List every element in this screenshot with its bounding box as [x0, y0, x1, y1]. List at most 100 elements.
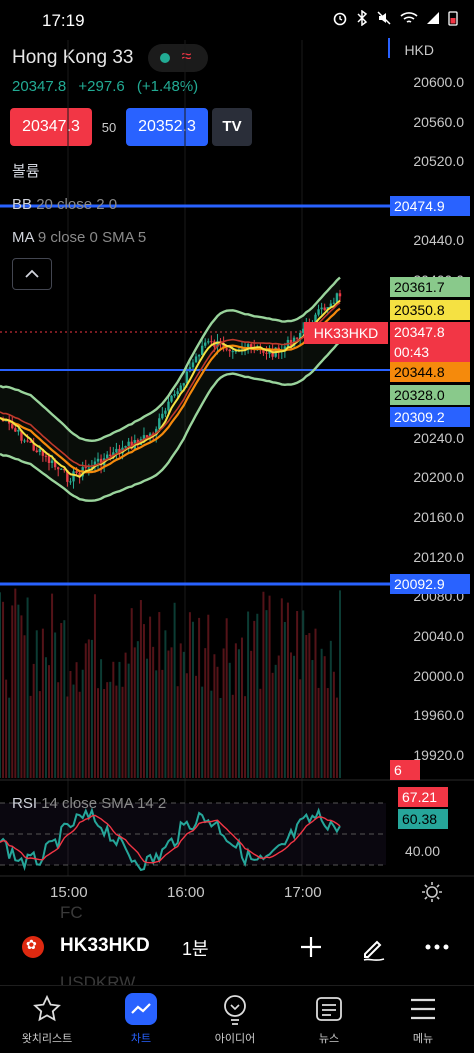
volume-bar — [146, 658, 149, 778]
symbol-header[interactable]: Hong Kong 33 ≈ — [12, 44, 208, 72]
candle-body — [262, 349, 265, 353]
volume-bar — [204, 648, 207, 778]
volume-bar — [63, 620, 66, 778]
volume-bar — [26, 597, 29, 778]
volume-bar — [109, 681, 112, 778]
add-indicator-button[interactable] — [298, 934, 324, 965]
candle-body — [231, 351, 234, 353]
bb-fill — [0, 277, 340, 501]
volume-bar — [84, 643, 87, 778]
volume-bar — [329, 640, 332, 778]
bulb-icon — [224, 995, 246, 1025]
tab-news[interactable]: 뉴스 — [282, 992, 376, 1046]
volume-bar — [158, 612, 161, 778]
candle-body — [26, 440, 29, 442]
settings-icon[interactable] — [420, 880, 444, 909]
candle-body — [246, 344, 250, 350]
bb-basis-tag: 20344.8 — [390, 362, 470, 382]
candle-body — [335, 293, 339, 303]
volume-bar — [317, 687, 320, 778]
ma-tag: 20350.8 — [390, 300, 470, 320]
candle-body — [124, 446, 127, 448]
volume-bar — [268, 595, 271, 778]
battery-icon — [448, 11, 458, 26]
status-bar: 17:19 — [0, 0, 474, 40]
tab-watchlist-label: 왓치리스트 — [21, 1033, 73, 1045]
interval-selector[interactable]: 1분 — [182, 939, 209, 959]
volume-bar — [213, 654, 216, 778]
price-axis-tick: 20560.0 — [413, 113, 464, 130]
price-axis-tick: 20520.0 — [413, 153, 464, 170]
last-price-value: 20347.8 — [394, 324, 445, 340]
volume-bar — [222, 648, 225, 778]
volume-bar — [35, 630, 38, 778]
price-chart[interactable] — [0, 0, 474, 900]
signal-icon — [427, 12, 439, 24]
tab-ideas[interactable]: 아이디어 — [188, 992, 282, 1046]
volume-bar — [339, 590, 341, 778]
price-summary: 20347.8 +297.6 (+1.48%) — [12, 78, 206, 95]
symbol-ticker[interactable]: HK33HKD — [60, 935, 150, 956]
volume-bar — [253, 620, 256, 778]
bar-countdown: 00:43 — [394, 344, 430, 360]
volume-bar — [136, 641, 139, 778]
candle-body — [338, 293, 342, 297]
rsi-legend[interactable]: RSI 14 close SMA 14 2 — [12, 795, 166, 812]
volume-bar — [97, 688, 100, 778]
chevron-up-icon — [25, 269, 39, 278]
candle-body — [69, 481, 72, 483]
volume-bar — [173, 602, 176, 778]
volume-bar — [191, 621, 194, 778]
volume-bar — [41, 628, 44, 778]
volume-legend[interactable]: 볼륨 — [12, 163, 40, 180]
volume-bar — [130, 608, 133, 778]
volume-bar — [133, 647, 136, 778]
candle-body — [225, 348, 228, 350]
candle-body — [20, 430, 23, 441]
volume-bar — [112, 661, 115, 778]
price-axis-tick: 20200.0 — [413, 469, 464, 486]
volume-bar — [127, 663, 130, 778]
tab-chart[interactable]: 차트 — [94, 992, 188, 1046]
candle-body — [87, 467, 91, 469]
volume-bar — [164, 630, 167, 778]
bottom-tab-bar: 왓치리스트 차트 아이디어 뉴스 메뉴 — [0, 985, 474, 1053]
candle-body — [216, 341, 219, 347]
symbol-toolbar: HK33HKD 1분 — [0, 922, 474, 978]
drawing-tools-button[interactable] — [360, 934, 388, 967]
bb-lower-tag-a: 20328.0 — [390, 385, 470, 405]
volume-bar — [118, 661, 121, 778]
candle-body — [194, 356, 198, 363]
candle-body — [11, 423, 14, 429]
tab-menu[interactable]: 메뉴 — [376, 992, 470, 1046]
candle-body — [170, 395, 173, 402]
volume-bar — [32, 663, 35, 778]
ma-legend[interactable]: MA 9 close 0 SMA 5 — [12, 229, 146, 246]
volume-bar — [311, 660, 314, 778]
volume-bar — [69, 671, 72, 778]
volume-bar — [265, 610, 268, 778]
buy-button[interactable]: 20352.3 — [126, 108, 208, 146]
candle-body — [23, 440, 26, 442]
price-axis-tick: 19960.0 — [413, 707, 464, 724]
tradingview-logo-button[interactable]: TV — [212, 108, 252, 146]
bb-upper-tag: 20361.7 — [390, 277, 470, 297]
tab-watchlist[interactable]: 왓치리스트 — [0, 992, 94, 1046]
candle-body — [298, 332, 302, 339]
price-change-pct: (+1.48%) — [136, 78, 199, 95]
candle-body — [191, 362, 195, 368]
volume-bar — [182, 651, 185, 778]
symbol-title[interactable]: Hong Kong 33 — [12, 47, 134, 68]
tab-menu-label: 메뉴 — [412, 1033, 434, 1045]
candle-body — [200, 345, 204, 356]
price-axis-tick: 20040.0 — [413, 627, 464, 644]
bb-legend[interactable]: BB 20 close 2 0 — [12, 196, 117, 213]
market-status-pill[interactable]: ≈ — [147, 44, 208, 72]
more-options-button[interactable] — [424, 934, 450, 965]
trade-panel: 20347.3 50 20352.3 TV — [10, 108, 252, 146]
candle-body — [84, 467, 87, 469]
volume-bar — [167, 650, 170, 778]
collapse-legend-button[interactable] — [12, 258, 52, 290]
sell-button[interactable]: 20347.3 — [10, 108, 92, 146]
volume-bar — [106, 682, 109, 778]
